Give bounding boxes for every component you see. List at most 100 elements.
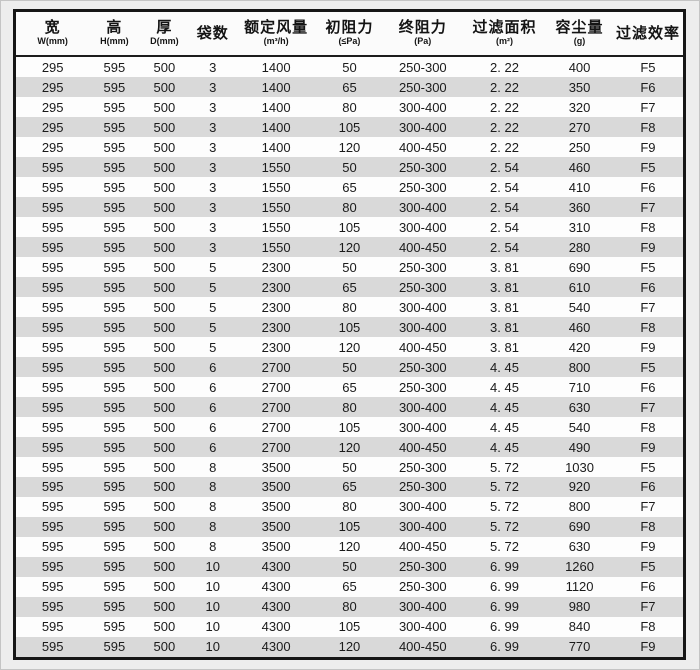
cell: 595 <box>41 159 64 175</box>
table-row: 595 595 500 3 1550 50 250-300 2. 54 460 F5 <box>16 157 683 178</box>
cell: 500 <box>153 339 176 355</box>
header-cell-filter-efficiency: 过滤效率 <box>612 12 683 57</box>
cell: 120 <box>338 639 361 655</box>
cell: 3500 <box>261 459 291 475</box>
cell: 595 <box>103 559 126 575</box>
cell: 3. 81 <box>490 279 519 295</box>
cell: 2. 22 <box>490 139 519 155</box>
cell: 3. 81 <box>490 339 519 355</box>
cell: 595 <box>103 199 126 215</box>
cell: 595 <box>41 299 64 315</box>
cell: 500 <box>153 259 176 275</box>
table-row: 595 595 500 5 2300 80 300-400 3. 81 540 F7 <box>16 297 683 318</box>
cell: 6 <box>209 419 217 435</box>
cell: 50 <box>342 59 357 75</box>
cell: 595 <box>103 439 126 455</box>
table-row: 295 595 500 3 1400 50 250-300 2. 22 400 F5 <box>16 56 683 78</box>
cell: 8 <box>209 519 217 535</box>
cell: 6. 99 <box>490 639 519 655</box>
cell: 350 <box>568 79 591 95</box>
cell: F6 <box>640 79 656 95</box>
table-row: 595 595 500 3 1550 105 300-400 2. 54 310 F8 <box>16 217 683 238</box>
header-cell-depth: 厚 D(mm) <box>139 12 190 57</box>
cell: 3 <box>209 239 217 255</box>
table-row: 595 595 500 8 3500 105 300-400 5. 72 690 F8 <box>16 516 683 537</box>
cell: 8 <box>209 499 217 515</box>
cell: 595 <box>103 159 126 175</box>
cell: 120 <box>338 439 361 455</box>
cell: F9 <box>640 339 656 355</box>
cell: F9 <box>640 439 656 455</box>
cell: 5 <box>209 279 217 295</box>
cell: 595 <box>41 539 64 555</box>
cell: 4300 <box>261 599 291 615</box>
cell: 595 <box>103 579 126 595</box>
cell: 595 <box>41 579 64 595</box>
cell: 4300 <box>261 579 291 595</box>
cell: F7 <box>640 599 656 615</box>
cell: 8 <box>209 479 217 495</box>
cell: 4. 45 <box>490 399 519 415</box>
cell: 1550 <box>261 219 291 235</box>
header-cell-width: 宽 W(mm) <box>16 12 90 57</box>
cell: 270 <box>568 119 591 135</box>
header-unit: (≤Pa) <box>338 36 361 47</box>
cell: 595 <box>103 259 126 275</box>
cell: 595 <box>41 219 64 235</box>
cell: 2700 <box>261 379 291 395</box>
cell: 540 <box>568 419 591 435</box>
cell: 595 <box>41 479 64 495</box>
cell: 250-300 <box>398 259 447 275</box>
cell: 500 <box>153 139 176 155</box>
cell: 500 <box>153 279 176 295</box>
cell: 4300 <box>261 639 291 655</box>
cell: 595 <box>103 639 126 655</box>
cell: 250-300 <box>398 459 447 475</box>
cell: 250-300 <box>398 279 447 295</box>
header-label: 袋数 <box>196 24 229 42</box>
cell: 920 <box>568 479 591 495</box>
cell: 5 <box>209 259 217 275</box>
cell: 1260 <box>565 559 594 575</box>
table-row: 295 595 500 3 1400 105 300-400 2. 22 270 F8 <box>16 117 683 138</box>
cell: F7 <box>640 499 656 515</box>
header-label: 初阻力 <box>325 19 374 37</box>
cell: 3 <box>209 139 217 155</box>
cell: 4300 <box>261 559 291 575</box>
cell: 2. 54 <box>490 219 519 235</box>
table-row: 595 595 500 10 4300 50 250-300 6. 99 1260 F5 <box>16 556 683 577</box>
cell: 105 <box>338 519 361 535</box>
cell: 595 <box>103 99 126 115</box>
cell: 500 <box>153 419 176 435</box>
cell: 980 <box>568 599 591 615</box>
cell: 1030 <box>565 459 594 475</box>
cell: 500 <box>153 99 176 115</box>
cell: 300-400 <box>398 199 447 215</box>
cell: 3 <box>209 179 217 195</box>
table-row: 295 595 500 3 1400 120 400-450 2. 22 250 F9 <box>16 137 683 158</box>
cell: 2. 22 <box>490 79 519 95</box>
header-cell-final-resistance: 终阻力 (Pa) <box>382 12 463 57</box>
cell: 595 <box>103 359 126 375</box>
cell: 595 <box>103 499 126 515</box>
cell: 400-450 <box>398 139 447 155</box>
cell: 690 <box>568 519 591 535</box>
cell: 2. 54 <box>490 199 519 215</box>
table-row: 295 595 500 3 1400 65 250-300 2. 22 350 F6 <box>16 77 683 98</box>
cell: 10 <box>205 639 220 655</box>
cell: 595 <box>103 379 126 395</box>
cell: 595 <box>41 339 64 355</box>
cell: 595 <box>41 319 64 335</box>
cell: 595 <box>41 359 64 375</box>
cell: 800 <box>568 359 591 375</box>
header-unit: (m²) <box>496 36 514 47</box>
table-row: 595 595 500 6 2700 105 300-400 4. 45 540 F8 <box>16 417 683 438</box>
cell: 5 <box>209 339 217 355</box>
cell: 500 <box>153 379 176 395</box>
cell: 300-400 <box>398 499 447 515</box>
cell: 250-300 <box>398 79 447 95</box>
cell: 500 <box>153 159 176 175</box>
table-row: 595 595 500 6 2700 65 250-300 4. 45 710 F6 <box>16 377 683 398</box>
header-label: 终阻力 <box>398 19 447 37</box>
